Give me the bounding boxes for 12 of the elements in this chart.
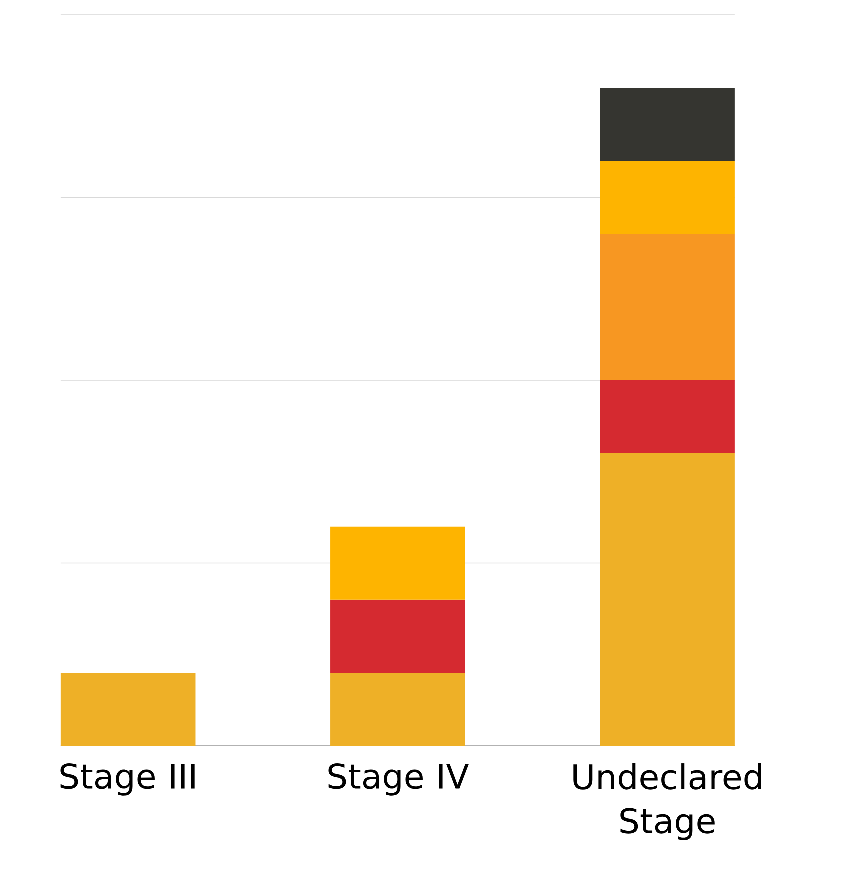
bar bbox=[600, 234, 735, 380]
bar bbox=[600, 453, 735, 746]
bar bbox=[330, 526, 466, 600]
bar bbox=[60, 672, 196, 746]
bar bbox=[600, 88, 735, 162]
x-tick-label: Undeclared Stage bbox=[574, 764, 762, 840]
bar bbox=[330, 672, 466, 746]
bar bbox=[600, 380, 735, 454]
bar bbox=[330, 600, 466, 673]
bar bbox=[600, 161, 735, 234]
x-tick-label: Stage III bbox=[60, 764, 195, 796]
x-tick-label: Stage IV bbox=[328, 764, 469, 796]
